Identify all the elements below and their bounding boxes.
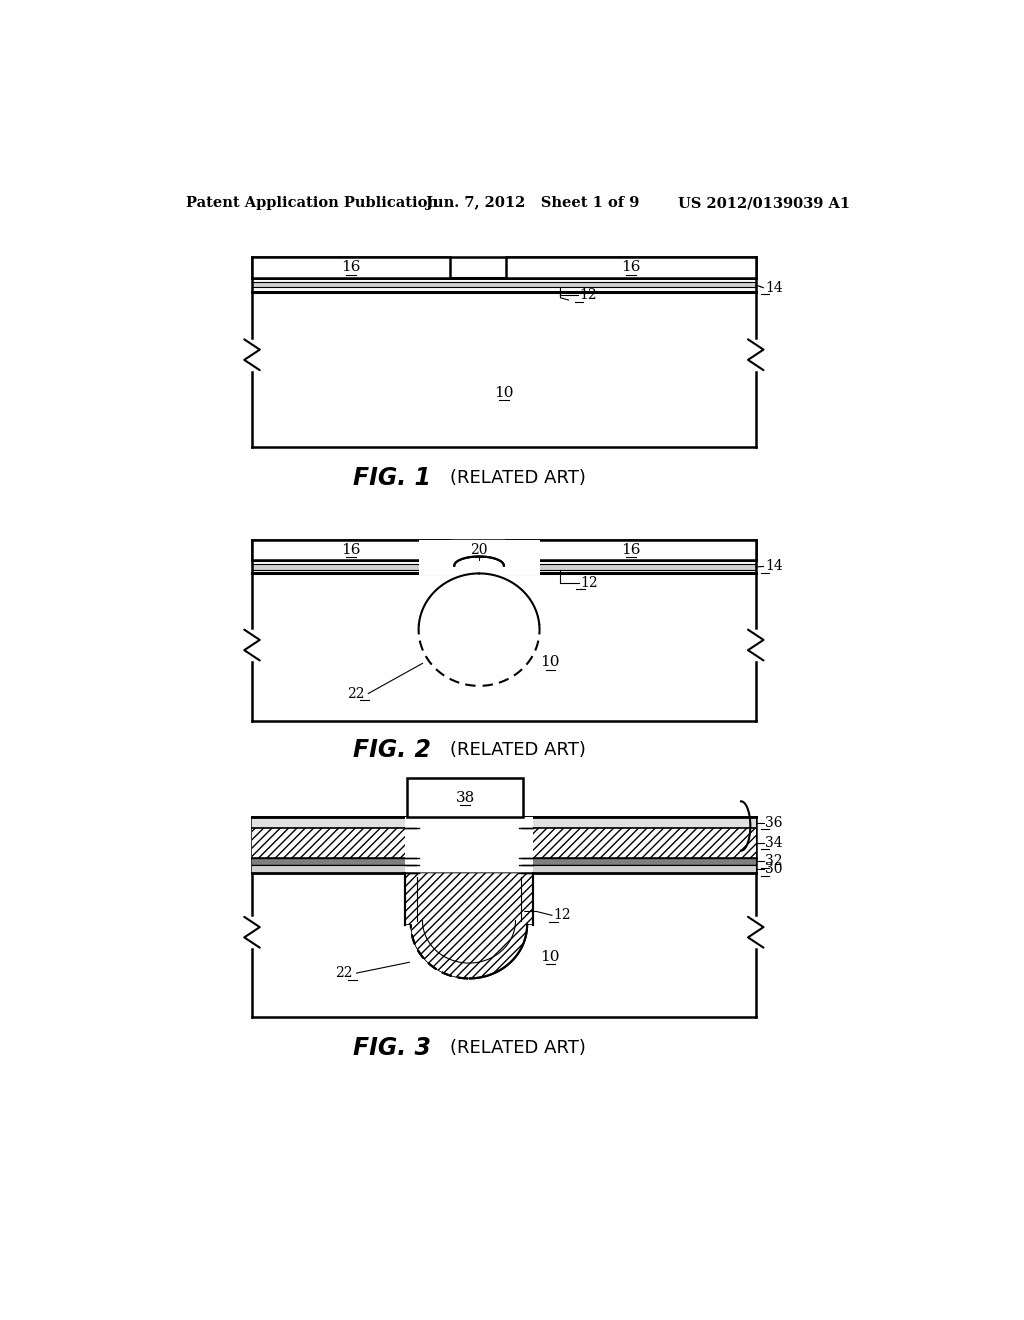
Bar (252, 817, 756, 829)
Polygon shape (406, 873, 532, 978)
Polygon shape (406, 873, 532, 978)
Text: 12: 12 (579, 289, 597, 302)
Text: 34: 34 (765, 836, 782, 850)
Text: (RELATED ART): (RELATED ART) (450, 469, 586, 487)
Text: (RELATED ART): (RELATED ART) (450, 1039, 586, 1057)
Bar (506, 257, 756, 277)
Text: 16: 16 (622, 260, 641, 275)
Text: 16: 16 (341, 260, 360, 275)
Bar (252, 829, 756, 858)
Text: 12: 12 (581, 576, 598, 590)
Polygon shape (455, 557, 504, 576)
Polygon shape (419, 573, 540, 686)
Text: 36: 36 (765, 816, 782, 829)
Bar (252, 257, 450, 277)
Bar (252, 866, 756, 873)
Text: Jun. 7, 2012   Sheet 1 of 9: Jun. 7, 2012 Sheet 1 of 9 (426, 197, 640, 210)
Text: 16: 16 (622, 543, 641, 557)
Text: (RELATED ART): (RELATED ART) (450, 741, 586, 759)
Text: 22: 22 (347, 686, 365, 701)
Text: FIG. 3: FIG. 3 (352, 1036, 431, 1060)
Text: 20: 20 (470, 544, 487, 557)
Bar (252, 858, 756, 866)
Text: 10: 10 (541, 949, 560, 964)
Text: US 2012/0139039 A1: US 2012/0139039 A1 (678, 197, 850, 210)
Polygon shape (406, 873, 532, 978)
Bar (407, 779, 523, 817)
Text: 14: 14 (765, 560, 782, 573)
Text: FIG. 2: FIG. 2 (352, 738, 431, 762)
Bar (419, 540, 540, 576)
Bar (252, 281, 756, 286)
Text: FIG. 1: FIG. 1 (352, 466, 431, 490)
Bar (252, 540, 450, 561)
Text: 10: 10 (541, 655, 560, 669)
Text: 16: 16 (341, 543, 360, 557)
Text: 12: 12 (554, 908, 571, 923)
Bar (252, 564, 756, 570)
Text: Patent Application Publication: Patent Application Publication (186, 197, 438, 210)
Text: 30: 30 (765, 862, 782, 876)
Text: 38: 38 (456, 791, 475, 804)
Text: 32: 32 (765, 854, 782, 869)
Text: 22: 22 (335, 966, 352, 979)
Text: 10: 10 (495, 385, 514, 400)
Bar (506, 540, 756, 561)
Text: 14: 14 (765, 281, 782, 294)
Bar (406, 817, 532, 873)
